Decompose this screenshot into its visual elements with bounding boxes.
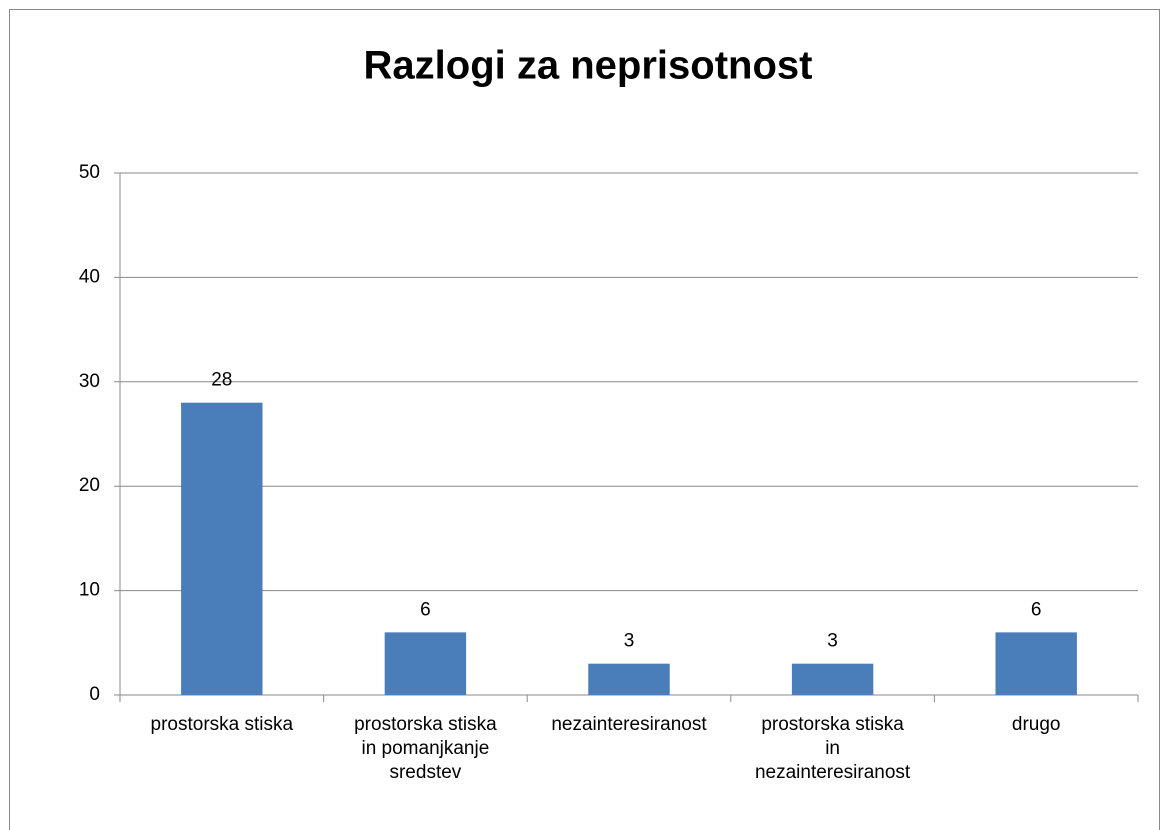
y-tick-label: 40	[79, 266, 100, 287]
x-tick-label: prostorska stiska in pomanjkanje sredste…	[354, 714, 497, 783]
x-tick-label: drugo	[1011, 714, 1061, 735]
x-tick-label-box: nezainteresiranost	[551, 714, 707, 735]
x-tick-label: prostorska stiska	[150, 714, 294, 735]
x-tick-label-box: drugo	[1011, 714, 1061, 735]
data-label: 6	[1031, 599, 1042, 620]
bar	[384, 632, 467, 695]
y-tick-label: 0	[89, 684, 100, 705]
y-tick-label: 20	[79, 475, 100, 496]
x-tick-label-box: prostorska stiska in nezainteresiranost	[754, 714, 911, 783]
bar	[995, 632, 1077, 695]
bar	[588, 663, 670, 695]
x-tick-label: prostorska stiska in nezainteresiranost	[754, 714, 911, 783]
data-label: 6	[420, 599, 431, 620]
y-tick-label: 50	[79, 162, 100, 183]
x-tick-label-box: prostorska stiska in pomanjkanje sredste…	[354, 714, 497, 783]
bar	[791, 663, 874, 695]
chart-title: Razlogi za neprisotnost	[364, 44, 813, 88]
data-label: 3	[827, 631, 838, 652]
y-tick-label: 30	[79, 371, 100, 392]
bar	[181, 402, 263, 695]
y-tick-label: 10	[79, 580, 100, 601]
data-label: 3	[624, 631, 635, 652]
x-tick-label-box: prostorska stiska	[150, 714, 294, 735]
x-tick-label: nezainteresiranost	[551, 714, 707, 735]
data-label: 28	[211, 370, 232, 391]
